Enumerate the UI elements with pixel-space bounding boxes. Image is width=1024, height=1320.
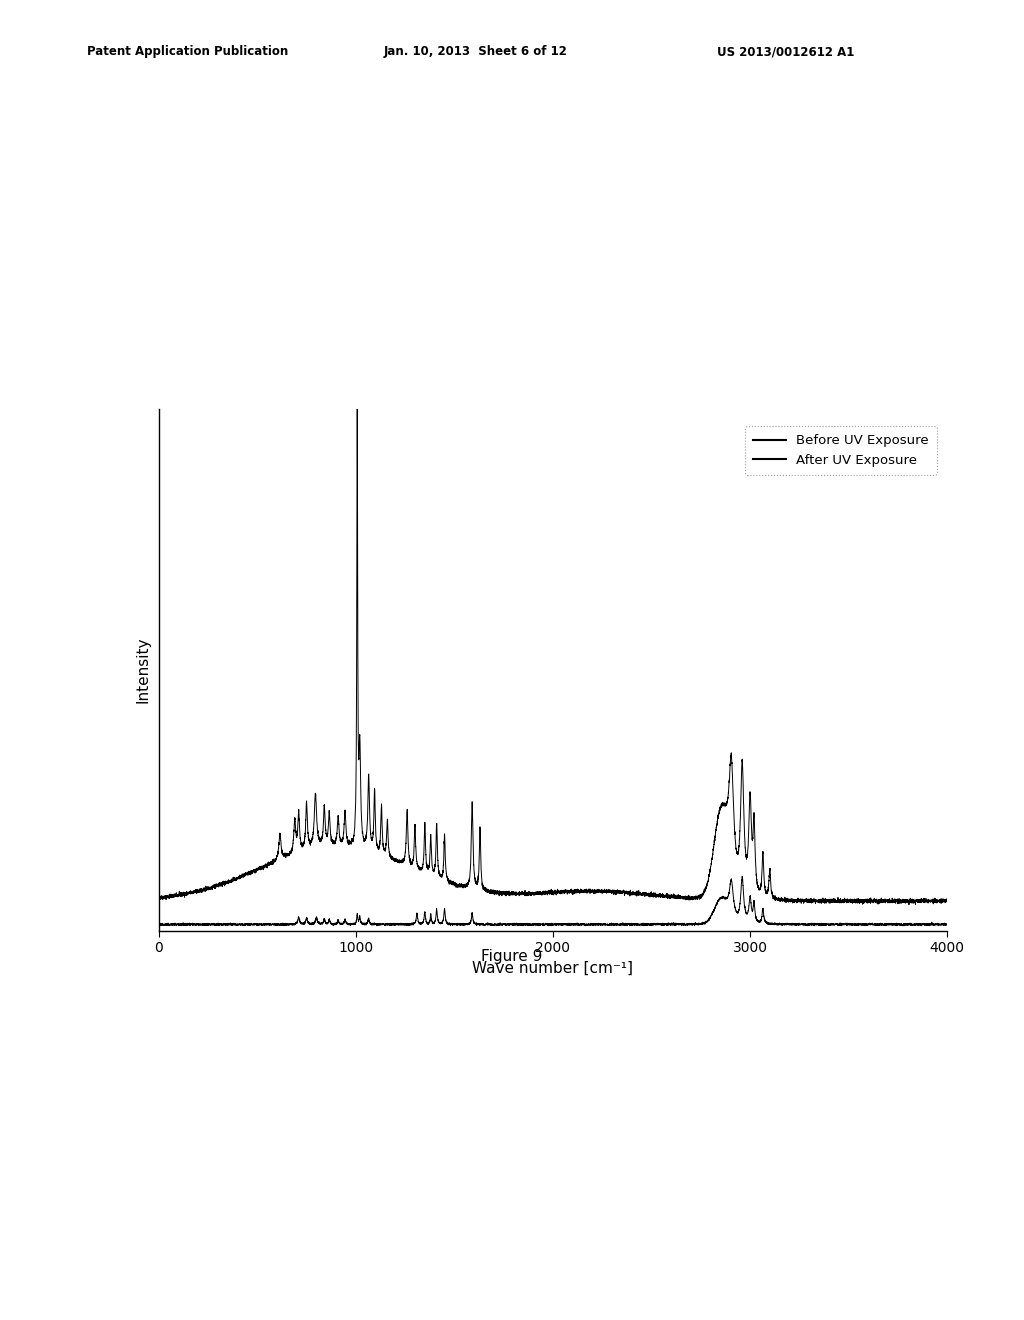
Before UV Exposure	[653, 888, 666, 904]
After UV Exposure	[736, 869, 749, 884]
After UV Exposure	[155, 917, 167, 933]
Before UV Exposure	[779, 894, 792, 909]
Text: Figure 9: Figure 9	[481, 949, 543, 964]
X-axis label: Wave number [cm⁻¹]: Wave number [cm⁻¹]	[472, 961, 634, 975]
After UV Exposure	[653, 917, 666, 933]
Before UV Exposure	[620, 884, 632, 900]
After UV Exposure	[193, 916, 205, 932]
After UV Exposure	[620, 916, 632, 932]
Legend: Before UV Exposure, After UV Exposure: Before UV Exposure, After UV Exposure	[744, 426, 937, 475]
Y-axis label: Intensity: Intensity	[135, 636, 151, 704]
After UV Exposure	[779, 917, 792, 933]
Text: Jan. 10, 2013  Sheet 6 of 12: Jan. 10, 2013 Sheet 6 of 12	[384, 45, 568, 58]
After UV Exposure	[153, 916, 165, 932]
Before UV Exposure	[941, 891, 953, 907]
Before UV Exposure	[737, 787, 750, 803]
Before UV Exposure	[351, 384, 364, 400]
After UV Exposure	[941, 916, 953, 932]
After UV Exposure	[438, 903, 451, 919]
Text: US 2013/0012612 A1: US 2013/0012612 A1	[717, 45, 854, 58]
Text: Patent Application Publication: Patent Application Publication	[87, 45, 289, 58]
Line: After UV Exposure: After UV Exposure	[159, 876, 947, 925]
Before UV Exposure	[153, 890, 165, 906]
Before UV Exposure	[193, 883, 205, 899]
Line: Before UV Exposure: Before UV Exposure	[159, 392, 947, 904]
Before UV Exposure	[438, 829, 451, 845]
After UV Exposure	[737, 884, 750, 900]
Before UV Exposure	[903, 896, 915, 912]
